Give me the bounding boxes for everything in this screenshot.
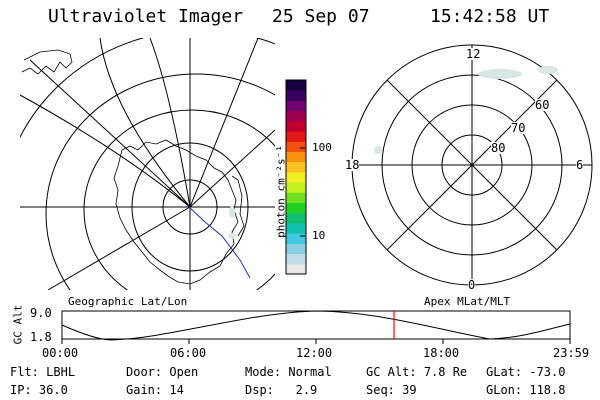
polar-map-label: Apex MLat/MLT — [424, 295, 511, 308]
colorbar-tick-10: 10 — [312, 229, 326, 242]
status-filter: Flt: LBHL — [10, 365, 76, 379]
colorbar-segment — [286, 131, 306, 142]
mlat-label-70: 70 — [511, 121, 526, 135]
colorbar-segment — [286, 212, 306, 224]
colorbar-ticks — [300, 147, 305, 237]
status-glat-value: -73.0 — [529, 365, 566, 379]
geo-lat-circle — [20, 38, 275, 139]
polar-diag — [386, 79, 558, 251]
altitude-x-tick: 06:00 — [170, 346, 207, 360]
altitude-y-tick-high: 9.0 — [30, 306, 52, 320]
altitude-x-tick: 00:00 — [42, 346, 79, 360]
mlt-label-18: 18 — [345, 158, 360, 172]
altitude-plot — [61, 310, 571, 344]
geo-meridian — [149, 38, 191, 208]
altitude-x-tick: 12:00 — [296, 346, 333, 360]
colorbar-unit-label: photon cm⁻²s⁻¹ — [274, 145, 288, 238]
polar-map — [351, 44, 593, 286]
satellite-ground-track — [187, 205, 251, 279]
status-ip-value: 36.0 — [38, 383, 68, 397]
colorbar-segment — [286, 141, 306, 152]
colorbar-segment — [286, 263, 306, 275]
geo-meridian — [47, 206, 191, 290]
colorbar-segment — [286, 243, 306, 255]
colorbar-segment — [286, 233, 306, 244]
status-door: Door: Open — [126, 365, 199, 379]
status-dsp-value: 2.9 — [295, 383, 318, 397]
color-bar — [285, 79, 307, 275]
australia-coastline — [21, 49, 73, 75]
colorbar-segment — [286, 151, 306, 163]
colorbar-tick-100: 100 — [312, 141, 332, 154]
altitude-plot-frame — [61, 310, 571, 340]
colorbar-segment — [286, 161, 306, 173]
status-filter-value: LBHL — [46, 365, 76, 379]
time-label: 15:42:58 UT — [430, 6, 550, 27]
status-door-value: Open — [169, 365, 199, 379]
status-ip: IP: 36.0 — [10, 383, 68, 397]
status-gc-alt: GC Alt: 7.8 Re — [366, 365, 468, 379]
status-glon-value: 118.8 — [529, 383, 566, 397]
mlt-label-6: 6 — [576, 158, 584, 172]
colorbar-segment — [286, 171, 306, 183]
colorbar-segment — [286, 253, 306, 265]
colorbar-segment — [286, 110, 306, 122]
status-dsp: Dsp: 2.9 — [245, 383, 318, 397]
geo-meridian — [20, 94, 191, 208]
status-glon: GLon: 118.8 — [486, 383, 566, 397]
colorbar-segment — [286, 192, 306, 204]
geo-lat-circle — [45, 73, 275, 290]
status-gain-value: 14 — [169, 383, 184, 397]
colorbar-segment — [286, 80, 306, 91]
altitude-x-tick: 18:00 — [423, 346, 460, 360]
mlat-label-60: 60 — [535, 98, 550, 112]
colorbar-segment — [286, 100, 306, 112]
altitude-curve — [61, 310, 571, 341]
status-seq: Seq: 39 — [366, 383, 417, 397]
colorbar-segment — [286, 120, 306, 132]
colorbar-frame — [285, 79, 307, 275]
mlat-label-80: 80 — [491, 141, 506, 155]
status-gain: Gain: 14 — [126, 383, 184, 397]
geo-meridian — [189, 38, 259, 208]
geo-lat-circle — [83, 109, 275, 290]
altitude-x-tick: 23:59 — [553, 346, 590, 360]
status-mode: Mode: Normal — [245, 365, 332, 379]
emission-speckles — [228, 66, 558, 239]
colorbar-segment — [286, 182, 306, 193]
date-label: 25 Sep 07 — [272, 6, 370, 27]
geo-meridian — [29, 59, 191, 208]
colorbar-segment — [286, 222, 306, 234]
altitude-y-tick-low: 1.8 — [30, 330, 52, 344]
altitude-y-label: GC Alt — [11, 304, 25, 345]
south-america-coastline — [231, 175, 245, 237]
geo-meridian — [99, 38, 191, 208]
geographic-map — [20, 38, 275, 290]
app-title: Ultraviolet Imager — [48, 6, 244, 27]
antarctica-coastline — [113, 139, 239, 285]
mlt-label-12: 12 — [466, 47, 481, 61]
geo-meridian — [189, 129, 275, 208]
colorbar-segment — [286, 90, 306, 101]
mlt-label-0: 0 — [468, 278, 476, 292]
status-mode-value: Normal — [288, 365, 332, 379]
geographic-map-label: Geographic Lat/Lon — [68, 295, 188, 308]
status-glat: GLat: -73.0 — [486, 365, 566, 379]
status-gc-alt-value: 7.8 Re — [423, 365, 468, 379]
altitude-x-tick-marks — [61, 339, 571, 344]
colorbar-segment — [286, 202, 306, 214]
status-seq-value: 39 — [402, 383, 417, 397]
